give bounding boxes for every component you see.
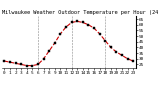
Text: Milwaukee Weather Outdoor Temperature per Hour (24 Hours): Milwaukee Weather Outdoor Temperature pe…: [2, 10, 160, 15]
